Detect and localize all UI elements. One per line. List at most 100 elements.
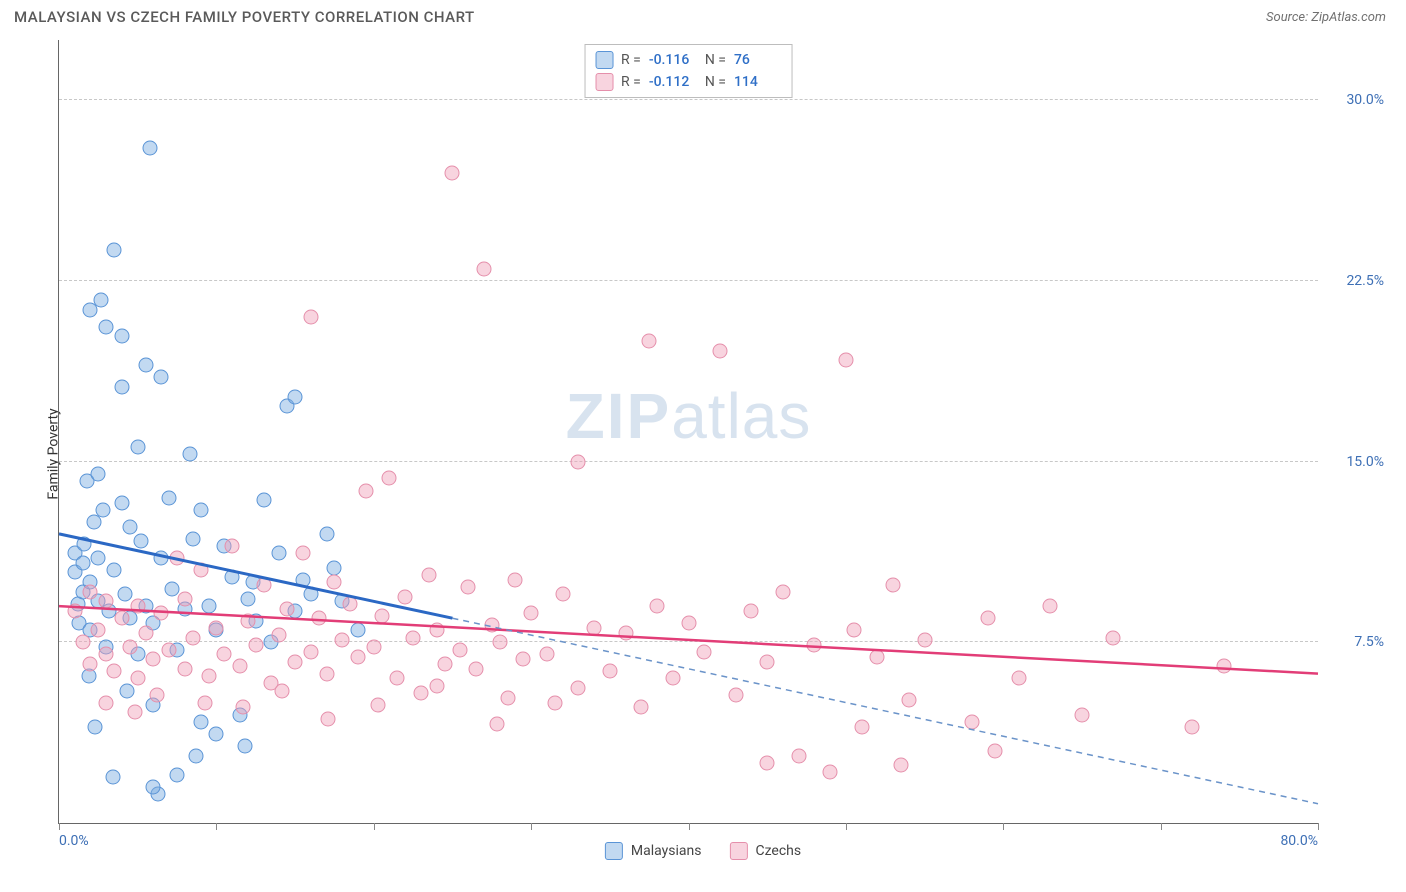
scatter-point [681, 616, 696, 631]
legend-item-czechs: Czechs [729, 842, 801, 860]
scatter-point [371, 697, 386, 712]
scatter-point [162, 490, 177, 505]
scatter-point [539, 647, 554, 662]
scatter-point [185, 630, 200, 645]
scatter-point [650, 599, 665, 614]
scatter-point [555, 587, 570, 602]
scatter-point [524, 606, 539, 621]
scatter-point [319, 666, 334, 681]
scatter-point [188, 748, 203, 763]
trend-line [452, 618, 1318, 804]
swatch-czechs [595, 73, 613, 91]
scatter-point [295, 546, 310, 561]
scatter-point [870, 649, 885, 664]
scatter-point [119, 683, 134, 698]
scatter-point [146, 652, 161, 667]
scatter-point [75, 635, 90, 650]
scatter-point [275, 683, 290, 698]
scatter-point [162, 642, 177, 657]
scatter-point [500, 690, 515, 705]
scatter-point [634, 700, 649, 715]
scatter-point [846, 623, 861, 638]
scatter-point [484, 618, 499, 633]
scatter-point [193, 502, 208, 517]
scatter-point [1106, 630, 1121, 645]
scatter-point [382, 471, 397, 486]
scatter-point [917, 632, 932, 647]
scatter-point [86, 514, 101, 529]
scatter-point [437, 657, 452, 672]
scatter-point [712, 343, 727, 358]
gridline [59, 99, 1318, 100]
stat-row-czechs: R = -0.112 N = 114 [595, 71, 782, 93]
scatter-point [807, 637, 822, 652]
scatter-point [154, 606, 169, 621]
scatter-point [366, 640, 381, 655]
swatch-malaysians [595, 51, 613, 69]
n-label: N = [705, 49, 726, 71]
y-tick-label: 15.0% [1324, 454, 1384, 470]
y-tick-label: 7.5% [1324, 634, 1384, 650]
scatter-point [335, 632, 350, 647]
scatter-point [149, 688, 164, 703]
scatter-point [114, 495, 129, 510]
scatter-point [321, 712, 336, 727]
n-value-czechs: 114 [734, 71, 782, 93]
scatter-point [351, 623, 366, 638]
scatter-point [99, 647, 114, 662]
scatter-point [237, 738, 252, 753]
plot-area: ZIPatlas R = -0.116 N = 76 R = -0.112 N … [58, 40, 1318, 824]
scatter-point [88, 719, 103, 734]
scatter-point [791, 748, 806, 763]
scatter-point [177, 661, 192, 676]
swatch-malaysians [605, 842, 623, 860]
scatter-point [170, 767, 185, 782]
legend-item-malaysians: Malaysians [605, 842, 702, 860]
x-tick [216, 823, 217, 830]
scatter-point [240, 591, 255, 606]
x-tick-label: 0.0% [59, 833, 89, 849]
scatter-point [107, 242, 122, 257]
x-tick [689, 823, 690, 830]
scatter-point [83, 657, 98, 672]
scatter-point [91, 551, 106, 566]
swatch-czechs [729, 842, 747, 860]
x-tick [1161, 823, 1162, 830]
scatter-point [358, 483, 373, 498]
scatter-point [618, 625, 633, 640]
watermark-light: atlas [671, 380, 811, 452]
scatter-point [469, 661, 484, 676]
scatter-point [170, 551, 185, 566]
scatter-point [154, 551, 169, 566]
scatter-point [492, 635, 507, 650]
scatter-point [697, 644, 712, 659]
scatter-point [99, 695, 114, 710]
scatter-point [154, 370, 169, 385]
scatter-point [327, 575, 342, 590]
scatter-point [461, 579, 476, 594]
scatter-point [114, 611, 129, 626]
scatter-point [209, 620, 224, 635]
scatter-point [198, 695, 213, 710]
scatter-point [83, 584, 98, 599]
scatter-point [775, 584, 790, 599]
scatter-point [130, 599, 145, 614]
scatter-point [760, 654, 775, 669]
scatter-point [508, 572, 523, 587]
scatter-point [91, 623, 106, 638]
scatter-point [107, 563, 122, 578]
scatter-point [77, 536, 92, 551]
scatter-point [980, 611, 995, 626]
x-tick [59, 823, 60, 830]
x-tick [374, 823, 375, 830]
scatter-point [280, 601, 295, 616]
scatter-point [272, 628, 287, 643]
scatter-point [114, 379, 129, 394]
scatter-point [319, 526, 334, 541]
gridline [59, 461, 1318, 462]
scatter-point [406, 630, 421, 645]
n-label: N = [705, 71, 726, 93]
scatter-point [193, 563, 208, 578]
y-tick-label: 22.5% [1324, 273, 1384, 289]
scatter-point [760, 755, 775, 770]
